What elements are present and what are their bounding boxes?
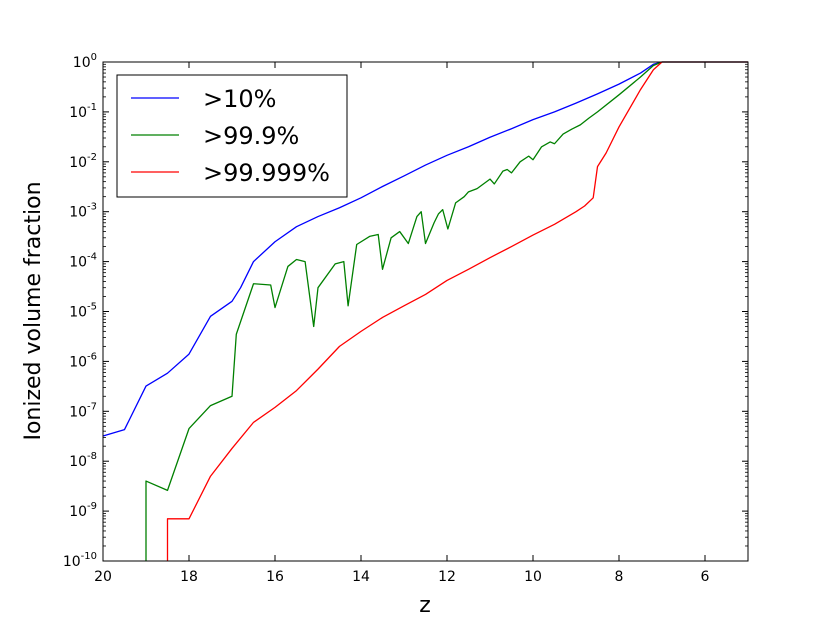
y-tick-label: 100 (73, 52, 97, 71)
series-layer (102, 61, 748, 561)
y-tick-label: 10-1 (69, 102, 97, 121)
x-axis-ticks: 20 18 16 14 12 10 8 6 (94, 62, 710, 585)
x-tick-label: 16 (266, 569, 284, 585)
x-tick-label: 12 (438, 569, 456, 585)
legend-label-2: >99.999% (203, 159, 330, 187)
y-tick-label: 10-8 (69, 451, 97, 470)
x-tick-label: 10 (524, 569, 542, 585)
legend-label-1: >99.9% (203, 122, 299, 150)
series-line-2 (166, 61, 748, 561)
x-axis-title: z (419, 593, 431, 618)
x-tick-label: 20 (94, 569, 112, 585)
legend-frame (116, 74, 348, 198)
x-tick-label: 14 (352, 569, 370, 585)
y-tick-label: 10-3 (69, 202, 97, 221)
x-tick-label: 18 (180, 569, 198, 585)
y-tick-label: 10-6 (69, 351, 97, 370)
y-tick-label: 10-2 (69, 152, 97, 171)
y-axis-title: Ionized volume fraction (21, 181, 46, 440)
y-tick-label: 10-7 (69, 401, 97, 420)
y-tick-label: 10-10 (63, 551, 97, 570)
plot-frame (102, 61, 749, 562)
legend-label-0: >10% (203, 85, 276, 113)
y-tick-label: 10-9 (69, 501, 97, 520)
series-line-1 (145, 61, 748, 561)
x-tick-label: 6 (701, 569, 710, 585)
x-tick-label: 8 (615, 569, 624, 585)
legend: >10% >99.9% >99.999% (116, 74, 348, 198)
y-tick-label: 10-5 (69, 302, 97, 321)
y-tick-label: 10-4 (69, 252, 97, 271)
series-line-0 (102, 61, 748, 437)
